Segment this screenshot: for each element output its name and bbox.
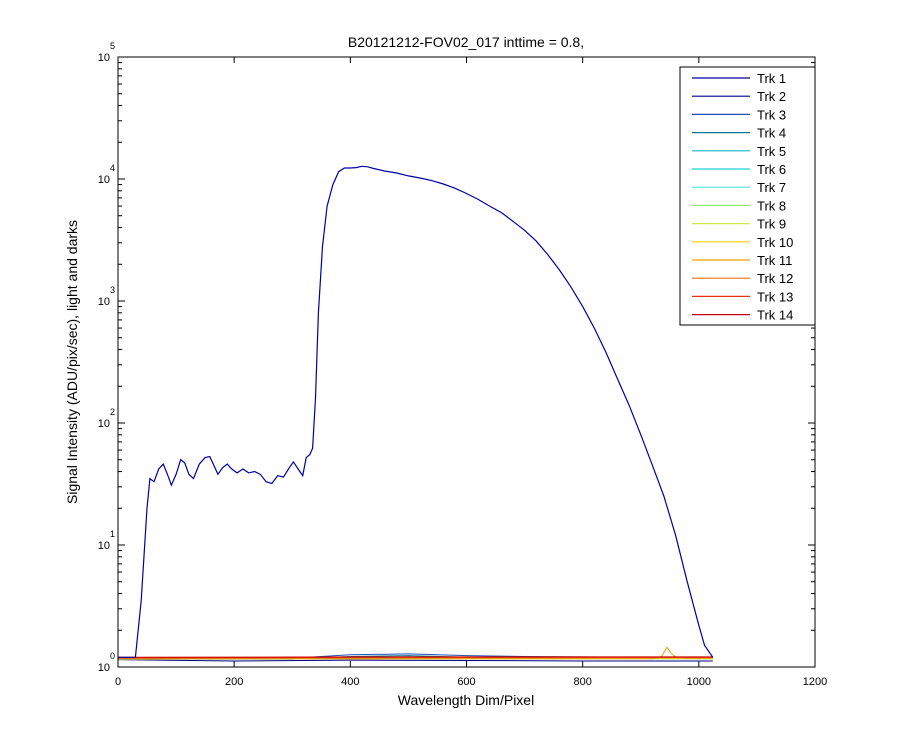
legend-items: Trk 1 Trk 2 Trk 3 Trk 4 Trk 5 Trk 6 Trk 7 Trk 8… [692, 71, 793, 323]
legend-label: Trk 7 [757, 180, 786, 195]
legend-label: Trk 5 [757, 144, 786, 159]
y-tick-exponent: 4 [110, 163, 115, 173]
legend-label: Trk 3 [757, 107, 786, 122]
y-tick-label: 10 [98, 540, 110, 552]
legend-label: Trk 10 [757, 235, 793, 250]
legend-label: Trk 12 [757, 271, 793, 286]
x-tick-label: 1000 [687, 676, 711, 688]
y-tick-exponent: 5 [110, 41, 115, 51]
series-line [118, 165, 714, 658]
x-tick-label: 200 [225, 676, 243, 688]
y-tick-label: 10 [98, 174, 110, 186]
y-tick-exponent: 1 [110, 529, 115, 539]
legend-label: Trk 6 [757, 162, 786, 177]
plot-frame [117, 56, 816, 668]
legend-label: Trk 1 [757, 71, 786, 86]
chart-title: B20121212-FOV02_017 inttime = 0.8, [348, 34, 584, 50]
legend-label: Trk 13 [757, 289, 793, 304]
x-tick-label: 800 [573, 676, 591, 688]
y-tick-label: 10 [98, 662, 110, 674]
legend-label: Trk 2 [757, 89, 786, 104]
y-tick-label: 10 [98, 418, 110, 430]
y-tick-exponent: 2 [110, 407, 115, 417]
x-tick-label: 0 [115, 676, 121, 688]
legend-label: Trk 11 [757, 253, 792, 268]
x-tick-label: 600 [457, 676, 475, 688]
x-tick-label: 400 [341, 676, 359, 688]
legend: Trk 1 Trk 2 Trk 3 Trk 4 Trk 5 Trk 6 Trk 7 Trk 8… [679, 66, 816, 326]
legend-label: Trk 14 [757, 308, 793, 323]
legend-label: Trk 8 [757, 198, 786, 213]
y-tick-exponent: 3 [110, 285, 115, 295]
x-axis-ticks: 0 200 400 600 800 1000 1200 [115, 57, 827, 688]
y-tick-label: 10 [98, 296, 110, 308]
y-tick-exponent: 0 [110, 651, 115, 661]
legend-label: Trk 4 [757, 126, 786, 141]
y-axis-label: Signal Intensity (ADU/pix/sec), light an… [64, 220, 80, 504]
series-line [117, 659, 713, 662]
legend-label: Trk 9 [757, 217, 786, 232]
legend-box [679, 66, 816, 326]
series-layer [117, 165, 714, 662]
y-tick-label: 10 [98, 52, 110, 64]
x-tick-label: 1200 [803, 676, 827, 688]
x-axis-label: Wavelength Dim/Pixel [398, 692, 534, 708]
